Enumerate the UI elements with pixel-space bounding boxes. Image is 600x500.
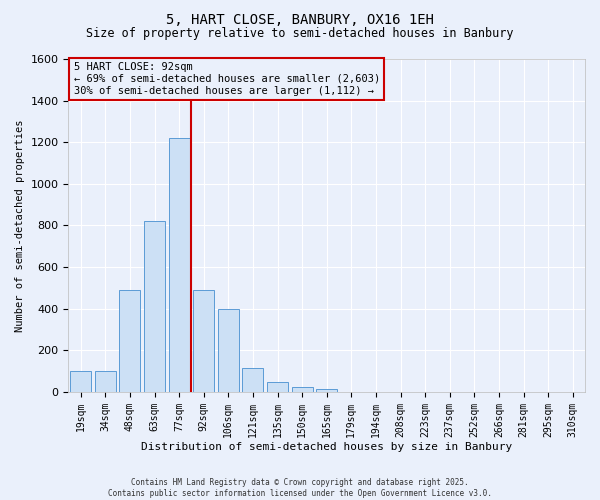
Text: Contains HM Land Registry data © Crown copyright and database right 2025.
Contai: Contains HM Land Registry data © Crown c…	[108, 478, 492, 498]
Bar	[193, 290, 214, 392]
Bar	[292, 387, 313, 392]
Text: Size of property relative to semi-detached houses in Banbury: Size of property relative to semi-detach…	[86, 28, 514, 40]
Bar	[218, 308, 239, 392]
Bar	[169, 138, 190, 392]
Bar	[70, 371, 91, 392]
Bar	[267, 382, 288, 392]
Bar	[144, 222, 165, 392]
X-axis label: Distribution of semi-detached houses by size in Banbury: Distribution of semi-detached houses by …	[141, 442, 512, 452]
Bar	[95, 371, 116, 392]
Text: 5, HART CLOSE, BANBURY, OX16 1EH: 5, HART CLOSE, BANBURY, OX16 1EH	[166, 12, 434, 26]
Bar	[316, 389, 337, 392]
Text: 5 HART CLOSE: 92sqm
← 69% of semi-detached houses are smaller (2,603)
30% of sem: 5 HART CLOSE: 92sqm ← 69% of semi-detach…	[74, 62, 380, 96]
Y-axis label: Number of semi-detached properties: Number of semi-detached properties	[15, 119, 25, 332]
Bar	[242, 368, 263, 392]
Bar	[119, 290, 140, 392]
